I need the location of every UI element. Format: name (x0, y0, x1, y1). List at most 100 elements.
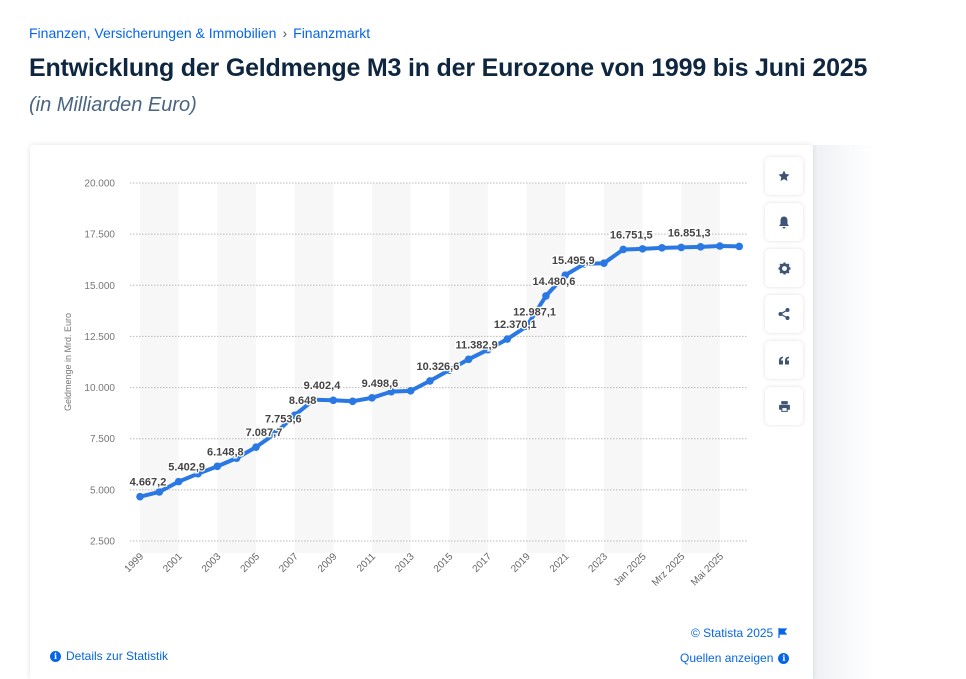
x-tick-label: 2011 (355, 551, 378, 574)
x-tick-label: 2021 (548, 551, 572, 575)
share-icon (778, 308, 790, 320)
x-tick-label: 2023 (587, 551, 611, 575)
x-tick-label: Mai 2025 (689, 551, 726, 588)
y-axis-label: Geldmenge in Mrd. Euro (63, 313, 73, 411)
sources-text: Quellen anzeigen (680, 651, 774, 665)
data-point (696, 243, 705, 251)
page-title: Entwicklung der Geldmenge M3 in der Euro… (29, 54, 868, 82)
x-tick-label: 1999 (123, 551, 147, 575)
favorite-button[interactable] (765, 157, 803, 195)
star-icon (778, 170, 790, 181)
x-tick-label: 2017 (471, 551, 495, 575)
breadcrumb: Finanzen, Versicherungen & Immobilien › Fi… (29, 25, 370, 41)
data-label: 14.480,6 (533, 276, 576, 288)
data-label: 12.987,1 (513, 306, 556, 318)
print-icon (778, 400, 790, 412)
copyright-text: © Statista 2025 (691, 626, 774, 640)
data-point (406, 387, 415, 395)
data-label: 4.667,2 (130, 477, 167, 489)
gear-icon (778, 262, 790, 274)
data-label: 10.326,6 (417, 361, 460, 373)
grid-band (371, 183, 411, 553)
data-point (600, 259, 608, 267)
data-point (522, 322, 531, 331)
data-point (503, 335, 512, 343)
cite-button[interactable] (765, 341, 803, 379)
y-tick-label: 12.500 (84, 332, 115, 343)
data-point (426, 377, 434, 385)
x-tick-label: 2009 (316, 551, 340, 575)
data-point (561, 271, 570, 279)
data-label: 7.753,6 (265, 414, 302, 426)
data-label: 12.370,1 (494, 319, 537, 331)
x-tick-label: 2013 (393, 551, 417, 575)
data-point (252, 443, 260, 451)
x-tick-label: Jan 2025 (612, 551, 649, 588)
data-point (445, 366, 454, 374)
settings-button[interactable] (765, 249, 803, 287)
x-tick-label: 2007 (277, 551, 301, 575)
flag-icon (778, 628, 788, 638)
x-tick-label: 2005 (239, 551, 263, 575)
x-tick-label: 2003 (200, 551, 224, 575)
breadcrumb-link-finanzmarkt[interactable]: Finanzmarkt (293, 25, 371, 41)
data-label: 5.402,9 (168, 462, 205, 474)
data-point (464, 355, 473, 364)
data-point (329, 396, 338, 405)
share-button[interactable] (765, 295, 803, 333)
sources-link[interactable]: Quellen anzeigen i (680, 651, 790, 665)
data-point (310, 395, 318, 404)
data-point (677, 243, 686, 252)
data-point (155, 488, 164, 496)
notification-button[interactable] (765, 203, 803, 241)
data-point (290, 411, 299, 420)
data-point (368, 394, 376, 402)
data-point (638, 245, 647, 253)
data-point (174, 477, 183, 486)
grid-band (294, 183, 334, 553)
data-label: 6.148,8 (207, 446, 244, 458)
data-point (619, 245, 628, 254)
data-point (484, 345, 492, 354)
grid-band (603, 183, 643, 553)
x-tick-label: 2001 (161, 551, 185, 575)
data-point (136, 492, 144, 501)
breadcrumb-link-finanzen[interactable]: Finanzen, Versicherungen & Immobilien (29, 25, 277, 41)
y-tick-label: 20.000 (84, 179, 115, 190)
data-label: 8.648 (289, 395, 317, 407)
data-point (580, 260, 589, 268)
y-tick-label: 15.000 (84, 281, 115, 292)
y-tick-label: 17.500 (84, 230, 115, 241)
y-tick-label: 10.000 (84, 383, 115, 394)
x-tick-label: 2019 (509, 551, 533, 575)
data-label: 7.087,7 (246, 427, 283, 439)
grid-band (526, 183, 566, 553)
bell-icon (779, 216, 789, 228)
data-label: 11.382,9 (456, 339, 498, 351)
data-point (735, 242, 744, 251)
x-tick-label: 2015 (432, 551, 456, 575)
page-subtitle: (in Milliarden Euro) (29, 94, 197, 116)
data-point (658, 244, 666, 252)
data-label: 9.498,6 (362, 378, 399, 390)
quote-icon (778, 356, 789, 364)
data-point (232, 454, 241, 462)
grid-band (140, 183, 179, 553)
data-label: 15.495,9 (552, 255, 595, 267)
data-point (387, 387, 396, 396)
data-point (716, 242, 724, 250)
x-tick-label: Mrz 2025 (650, 551, 688, 589)
data-label: 16.851,3 (668, 227, 711, 239)
y-tick-label: 5.000 (90, 485, 115, 496)
details-link[interactable]: i Details zur Statistik (50, 649, 168, 663)
print-button[interactable] (765, 387, 803, 425)
data-point (213, 462, 222, 471)
side-panel (813, 145, 966, 679)
data-point (271, 429, 280, 438)
data-point (542, 292, 550, 300)
copyright-link[interactable]: © Statista 2025 (691, 626, 788, 640)
details-text: Details zur Statistik (66, 649, 169, 663)
info-icon: i (50, 650, 61, 662)
y-tick-label: 7.500 (90, 434, 115, 445)
